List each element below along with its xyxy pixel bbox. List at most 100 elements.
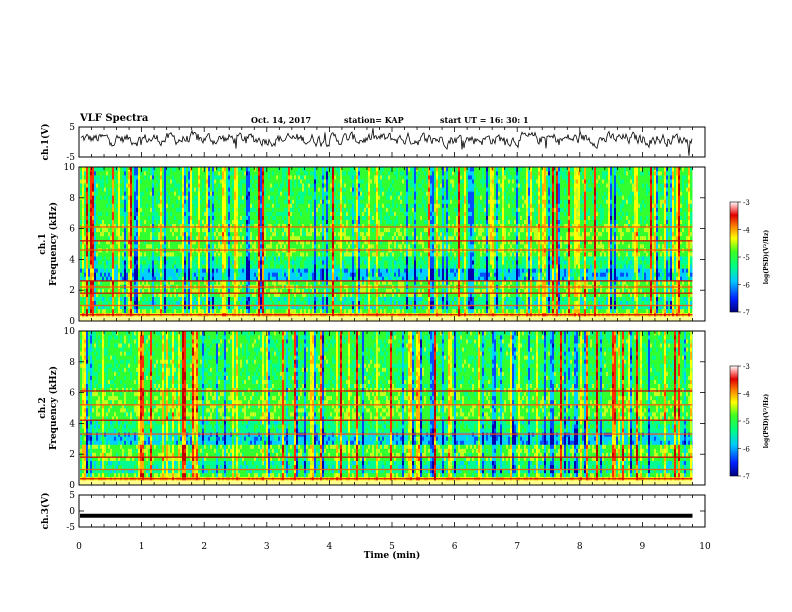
spectrogram-cell [494,235,497,241]
spectrogram-cell [148,296,151,302]
spectrogram-cell [240,308,243,314]
spectrogram-cell [92,296,95,302]
spectrogram-cell [654,308,657,314]
spectrogram-cell [300,235,315,241]
spectrogram-cell [232,235,235,241]
spectrogram-cell [514,264,517,269]
spectrogram-cell [268,304,277,310]
spectrogram-cell [596,300,599,306]
spectrogram-cell [554,288,557,293]
spectrogram-cell [592,252,595,257]
spectrogram-cell [634,239,637,245]
ch1-waveform-panel: 5-5ch.1(V) [40,123,706,163]
spectrogram-cell [98,260,103,265]
spectrogram-cell [352,239,355,245]
spectrogram-cell [112,244,115,249]
spectrogram-cell [690,292,693,297]
spectrogram-cell [618,252,621,257]
spectrogram-cell [574,296,579,302]
spectrogram-cell [366,288,369,293]
spectrogram-cell [220,239,223,245]
spectrogram-cell [674,244,677,249]
spectrogram-cell [100,292,103,297]
spectrogram-cell [164,268,167,273]
spectrogram-cell [122,231,125,237]
spectrogram-cell [256,292,259,297]
spectrogram-cell [108,300,111,306]
spectrogram-cell [652,260,655,265]
spectrogram-cell [446,296,449,302]
spectrogram-cell [620,288,623,293]
spectrogram-cell [296,304,299,310]
spectrogram-cell [152,252,155,257]
spectrogram-cell [412,260,415,265]
spectrogram-cell [346,288,349,293]
spectrogram-cell [462,288,465,293]
spectrogram-cell [568,292,571,297]
spectrogram-cell [468,304,471,310]
spectrogram-cell [414,280,417,285]
spectrogram-cell [202,300,205,306]
spectrogram-cell [466,244,469,249]
spectrogram-cell [252,300,255,306]
spectrogram-cell [82,252,85,257]
spectrogram-cell [98,304,101,310]
spectrogram-cell [414,252,417,257]
spectrogram-cell [552,235,555,241]
spectrogram-cell [226,231,229,237]
spectrogram-cell [322,276,325,281]
spectrogram-cell [128,280,131,285]
spectrogram-cell [526,304,529,310]
spectrogram-cell [498,252,503,257]
spectrogram-cell [614,244,617,249]
spectrogram-cell [486,292,489,297]
y-tick-label: 5 [69,123,75,133]
spectrogram-cell [472,235,475,241]
spectrogram-cell [298,304,303,310]
spectrogram-cell [200,239,207,245]
spectrogram-cell [570,272,575,277]
spectrogram-cell [582,292,585,297]
spectrogram-cell [148,288,151,293]
spectrogram-cell [580,308,585,314]
spectrogram-cell [152,268,155,273]
spectrogram-cell [118,288,121,293]
spectrogram-cell [584,235,587,241]
spectrogram-cell [502,292,505,297]
spectrogram-cell [226,235,229,241]
spectrogram-cell [540,252,543,257]
spectrogram-cell [262,288,265,293]
spectrogram-cell [212,260,215,265]
spectrogram-cell [238,231,241,237]
spectrogram-cell [458,264,461,269]
spectrogram-cell [278,256,281,261]
spectrogram-cell [128,272,131,277]
spectrogram-cell [166,235,177,241]
spectrogram-cell [490,256,495,261]
spectrogram-cell [216,231,219,237]
spectrogram-cell [568,272,571,277]
spectrogram-cell [560,260,565,265]
spectrogram-cell [634,292,637,297]
spectrogram-cell [530,239,533,245]
spectrogram-cell [250,231,253,237]
spectrogram-cell [200,231,205,237]
spectrogram-cell [488,300,491,306]
spectrogram-cell [204,235,207,241]
spectrogram-cell [488,292,491,297]
spectrogram-cell [458,272,461,277]
spectrogram-cell [474,252,477,257]
spectrogram-cell [82,264,85,269]
spectrogram-cell [184,296,187,302]
spectrogram-cell [348,239,351,245]
spectrogram-cell [464,272,467,277]
spectrogram-cell [228,256,231,261]
spectrogram-cell [580,272,583,277]
spectrogram-cell [186,256,189,261]
spectrogram-cell [164,231,167,237]
spectrogram-cell [304,244,313,249]
spectrogram-cell [550,308,553,314]
spectrogram-cell [466,304,469,310]
spectrogram-cell [568,256,571,261]
spectrogram-cell [652,272,655,277]
